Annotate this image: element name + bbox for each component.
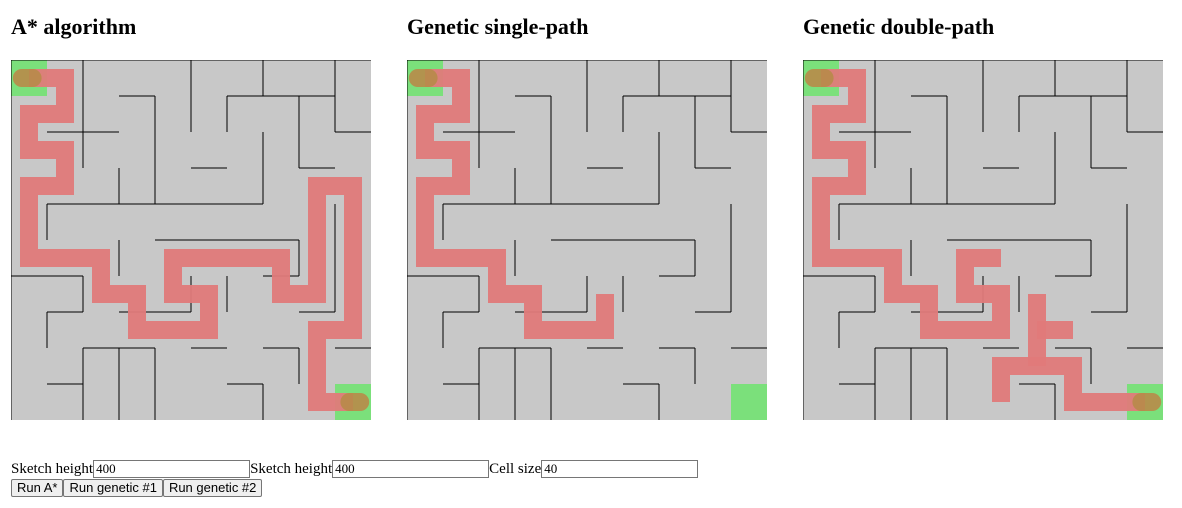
astar-title: A* algorithm bbox=[11, 14, 137, 39]
sketch-height-input-2[interactable] bbox=[332, 460, 490, 478]
genetic-single-maze-canvas bbox=[407, 60, 767, 420]
genetic-double-maze-canvas bbox=[803, 60, 1163, 420]
sketch-height-label-2: Sketch height bbox=[250, 460, 333, 477]
genetic-single-title: Genetic single-path bbox=[407, 14, 589, 39]
solution-path bbox=[416, 69, 614, 339]
run-astar-button[interactable]: Run A* bbox=[11, 479, 64, 497]
genetic-double-title: Genetic double-path bbox=[803, 14, 995, 39]
cell-size-input[interactable] bbox=[541, 460, 699, 478]
run-genetic-1-button[interactable]: Run genetic #1 bbox=[63, 479, 163, 497]
cell-size-label: Cell size bbox=[489, 460, 542, 477]
solution-path bbox=[812, 69, 1010, 339]
goal-cell bbox=[731, 384, 767, 420]
solution-path bbox=[20, 69, 362, 411]
astar-maze-canvas bbox=[11, 60, 371, 420]
sketch-height-label: Sketch height bbox=[11, 460, 94, 477]
solution-path bbox=[992, 357, 1145, 411]
sketch-height-input[interactable] bbox=[93, 460, 251, 478]
controls-panel: Sketch height Sketch height Cell size Ru… bbox=[11, 460, 699, 497]
run-genetic-2-button[interactable]: Run genetic #2 bbox=[162, 479, 263, 497]
